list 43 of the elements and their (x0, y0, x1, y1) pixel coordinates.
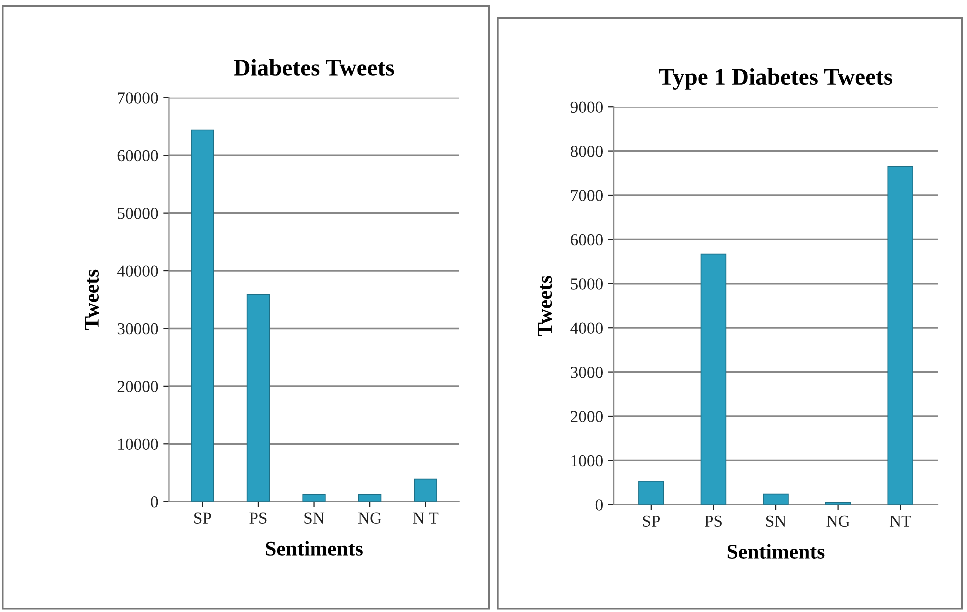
x-axis-title: Sentiments (266, 541, 363, 556)
bar (302, 494, 326, 502)
y-tick-label: 6000 (571, 234, 603, 246)
x-tick-label: SP (643, 516, 660, 528)
x-tick-label: NG (826, 516, 850, 528)
bar (358, 494, 382, 502)
chart-title: Type 1 Diabetes Tweets (659, 68, 893, 90)
y-tick-label: 3000 (571, 367, 603, 378)
y-tick-label: 8000 (570, 146, 603, 158)
y-tick-label: 70000 (118, 92, 158, 104)
y-tick-label: 9000 (570, 102, 603, 114)
y-tick-label: 10000 (118, 438, 158, 450)
bar (763, 494, 789, 505)
y-tick-label: 5000 (571, 278, 603, 290)
y-tick-label: 0 (151, 496, 158, 508)
y-tick-label: 2000 (571, 411, 603, 422)
y-tick-label: 0 (596, 500, 603, 511)
chart-title: Diabetes Tweets (234, 59, 394, 76)
bar (246, 294, 270, 502)
bar (700, 254, 727, 505)
x-tick-label: NT (890, 516, 912, 527)
x-tick-label: SN (304, 512, 325, 524)
y-tick-label: 4000 (570, 322, 603, 334)
x-tick-label: N T (413, 512, 439, 524)
x-axis-title: Sentiments (728, 544, 825, 559)
y-tick-label: 20000 (118, 381, 158, 392)
y-tick-label: 30000 (118, 323, 158, 335)
bar (638, 481, 664, 505)
y-tick-label: 60000 (118, 150, 158, 162)
y-tick-label: 50000 (118, 208, 158, 220)
bar (191, 130, 214, 502)
x-tick-label: PS (704, 516, 722, 528)
y-axis-title: Tweets (85, 270, 100, 330)
y-tick-label: 40000 (117, 266, 158, 277)
x-tick-label: PS (250, 512, 267, 524)
y-axis-title: Tweets (538, 276, 552, 336)
bar (888, 166, 914, 505)
x-tick-label: NG (358, 512, 382, 524)
y-tick-label: 7000 (571, 190, 603, 202)
y-tick-label: 1000 (572, 455, 603, 467)
bar (414, 478, 438, 502)
x-tick-label: SP (194, 512, 212, 524)
x-tick-label: SN (766, 516, 786, 528)
